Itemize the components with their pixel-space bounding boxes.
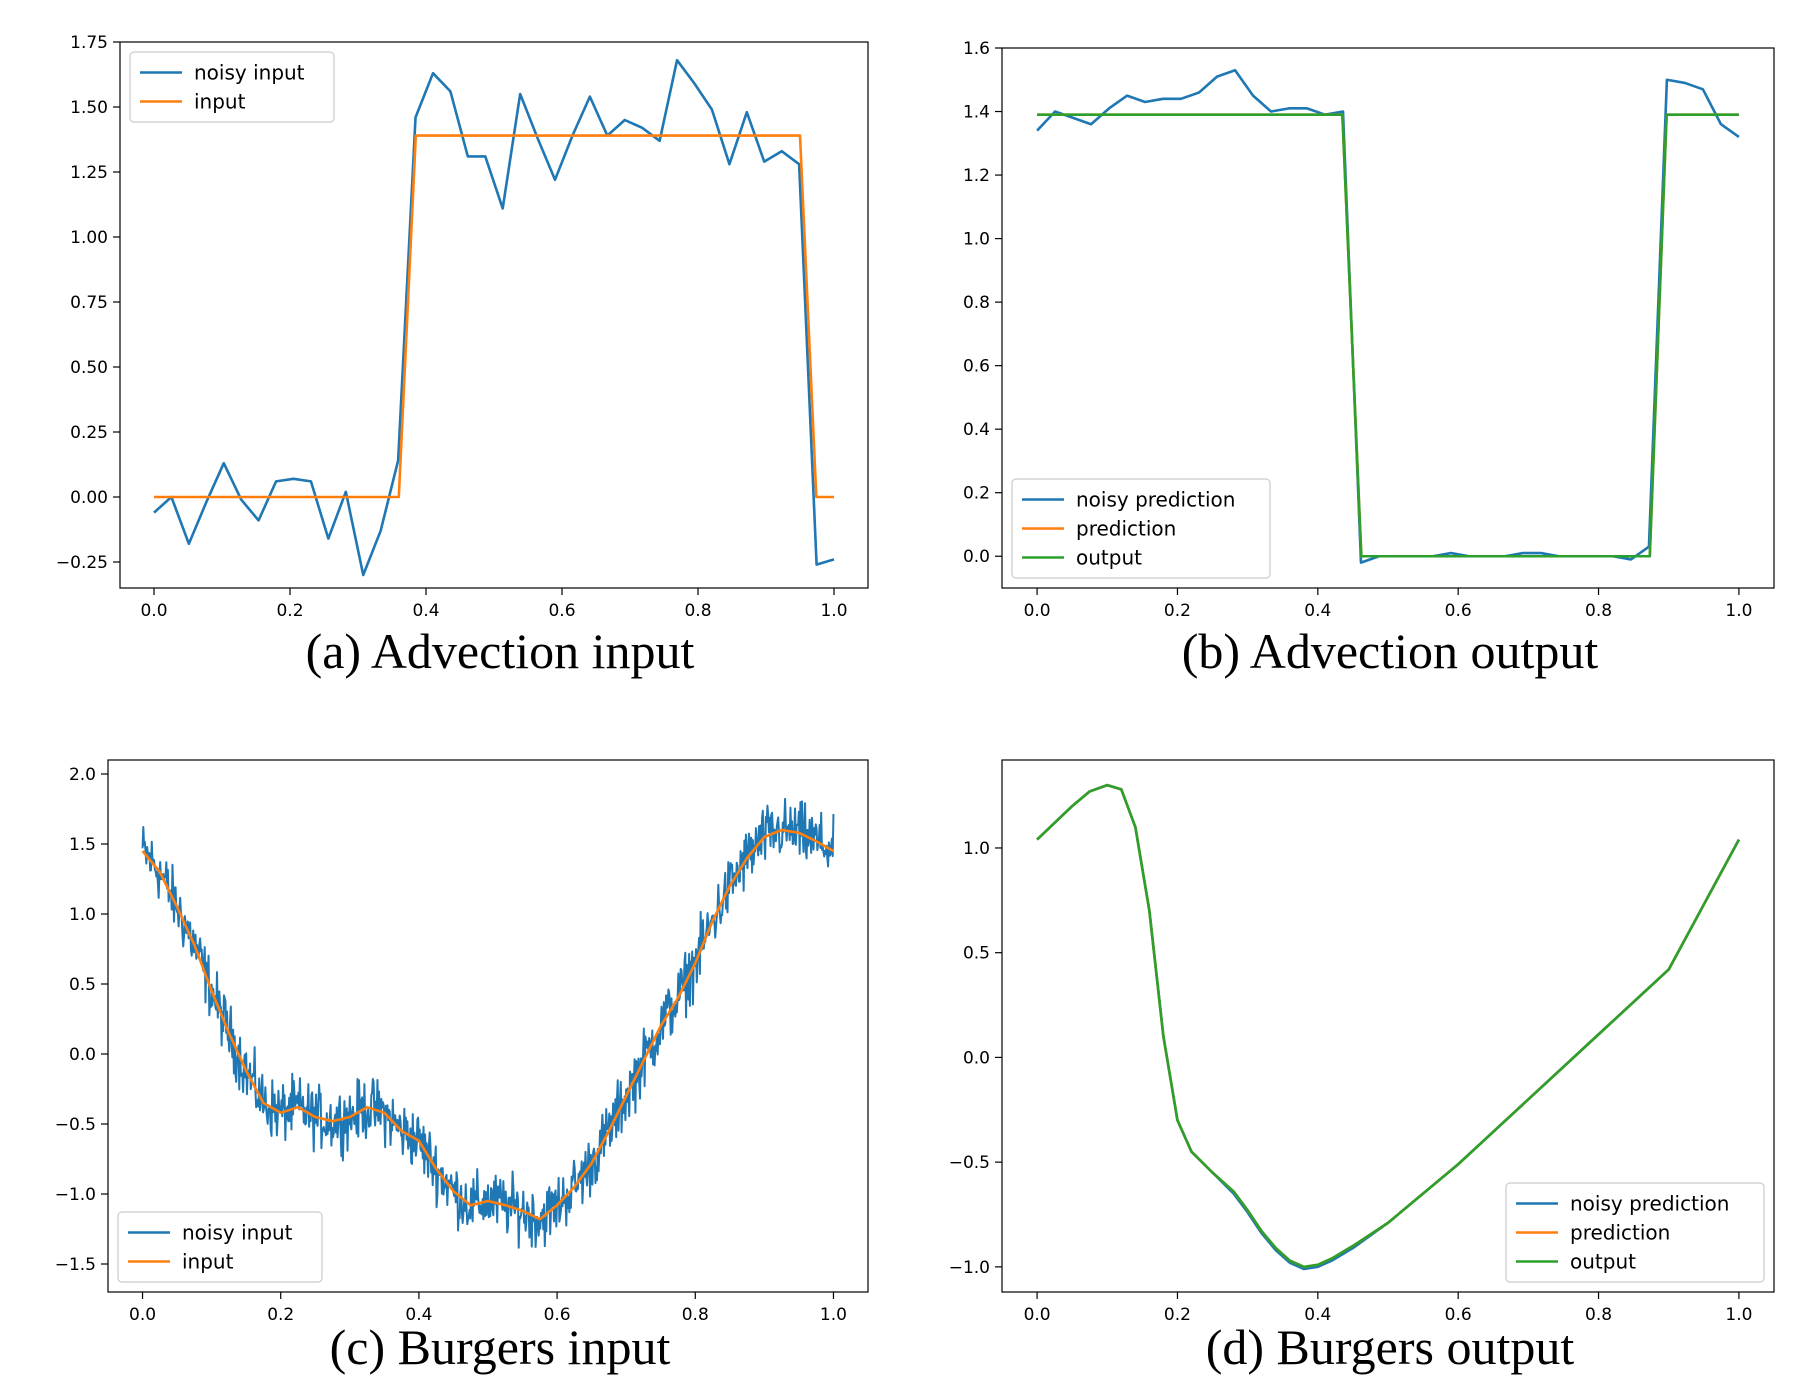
x-tick-label: 1.0: [1725, 601, 1752, 621]
legend: noisy prediction prediction output: [1505, 1182, 1765, 1283]
y-tick-label: 1.00: [70, 228, 108, 248]
x-tick-label: 0.4: [1304, 601, 1331, 621]
legend-box: [1505, 1182, 1765, 1283]
y-tick-label: 0.6: [963, 357, 990, 377]
y-tick-label: 0.75: [70, 293, 108, 313]
y-tick-label: 1.2: [963, 166, 990, 186]
x-tick-label: 0.2: [276, 601, 303, 621]
x-tick-label: 0.0: [1024, 601, 1051, 621]
y-tick-label: 0.50: [70, 358, 108, 378]
x-tick-label: 0.2: [267, 1305, 294, 1325]
caption-advection-input: (a) Advection input: [305, 623, 695, 679]
x-tick-label: 0.8: [1585, 601, 1612, 621]
legend-label: noisy prediction: [1076, 488, 1235, 512]
legend-label: noisy input: [194, 61, 305, 85]
y-tick-label: 1.0: [963, 230, 990, 250]
chart-advection-input: 0.0 0.2 0.4 0.6 0.8 1.0 −0.25 0.00 0.25 0.50 0.75 1…: [56, 33, 869, 621]
legend-label: output: [1570, 1250, 1636, 1274]
y-tick-label: 1.0: [69, 905, 96, 925]
x-tick-label: 0.8: [684, 601, 711, 621]
chart-burgers-output: 0.0 0.2 0.4 0.6 0.8 1.0 −1.0 −0.5 0.0 0.5 1.0 noisy…: [949, 759, 1775, 1325]
x-tick-label: 0.6: [1445, 601, 1472, 621]
x-tick-label: 1.0: [820, 601, 847, 621]
y-tick-label: 0.25: [70, 423, 108, 443]
y-tick-label: 0.00: [70, 488, 108, 508]
caption-burgers-input: (c) Burgers input: [329, 1319, 671, 1375]
y-tick-label: 0.2: [963, 484, 990, 504]
x-tick-label: 1.0: [820, 1305, 847, 1325]
x-tick-label: 0.6: [548, 601, 575, 621]
legend-label: noisy input: [182, 1221, 293, 1245]
x-tick-label: 0.8: [682, 1305, 709, 1325]
y-tick-label: 1.4: [963, 103, 990, 123]
legend-label: prediction: [1570, 1221, 1670, 1245]
series-line-output: [1037, 113, 1739, 558]
chart-advection-output: 0.0 0.2 0.4 0.6 0.8 1.0 0.0 0.2 0.4 0.6 0.8 1.0 1.2 1…: [963, 39, 1775, 621]
x-tick-label: 0.8: [1585, 1305, 1612, 1325]
x-tick-label: 1.0: [1725, 1305, 1752, 1325]
y-tick-label: 1.0: [963, 839, 990, 859]
y-tick-label: 1.75: [70, 33, 108, 53]
series-line-input: [141, 828, 835, 1221]
plot-frame: [107, 759, 869, 1293]
y-tick-label: 0.4: [963, 420, 990, 440]
legend-label: input: [194, 90, 246, 114]
y-tick-label: −1.0: [55, 1185, 96, 1205]
y-tick-label: −1.0: [949, 1258, 990, 1278]
legend-label: prediction: [1076, 517, 1176, 541]
legend: noisy input input: [117, 1211, 323, 1283]
legend-label: noisy prediction: [1570, 1192, 1729, 1216]
y-tick-label: −0.5: [949, 1153, 990, 1173]
legend-box: [129, 51, 335, 123]
y-tick-label: 0.0: [963, 1048, 990, 1068]
y-tick-label: 0.5: [963, 944, 990, 964]
legend-label: output: [1076, 546, 1142, 570]
x-tick-label: 0.6: [1445, 1305, 1472, 1325]
series-line-noisy-input: [141, 797, 835, 1249]
y-tick-label: 1.5: [69, 835, 96, 855]
legend: noisy input input: [129, 51, 335, 123]
caption-burgers-output: (d) Burgers output: [1205, 1319, 1575, 1375]
x-tick-label: 0.2: [1164, 1305, 1191, 1325]
y-tick-label: 2.0: [69, 765, 96, 785]
y-tick-label: −0.25: [56, 553, 108, 573]
x-tick-label: 0.0: [140, 601, 167, 621]
series-line-output: [1036, 783, 1741, 1269]
x-tick-label: 0.6: [544, 1305, 571, 1325]
x-tick-label: 0.4: [412, 601, 439, 621]
x-tick-label: 0.0: [1024, 1305, 1051, 1325]
x-tick-label: 0.0: [129, 1305, 156, 1325]
y-tick-label: 1.50: [70, 98, 108, 118]
x-tick-label: 0.4: [1304, 1305, 1331, 1325]
x-tick-label: 0.2: [1164, 601, 1191, 621]
legend-box: [117, 1211, 323, 1283]
y-tick-label: 0.5: [69, 975, 96, 995]
y-tick-label: −1.5: [55, 1255, 96, 1275]
plot-frame: [1001, 47, 1775, 589]
series-line-input: [154, 134, 834, 499]
y-tick-label: 0.0: [69, 1045, 96, 1065]
y-tick-label: 1.25: [70, 163, 108, 183]
y-tick-label: −0.5: [55, 1115, 96, 1135]
legend-box: [1011, 478, 1271, 579]
y-tick-label: 0.8: [963, 293, 990, 313]
chart-burgers-input: 0.0 0.2 0.4 0.6 0.8 1.0 −1.5 −1.0 −0.5 0.0 0.5 1.0 1…: [55, 759, 869, 1325]
x-tick-label: 0.4: [405, 1305, 432, 1325]
plot-frame: [1001, 759, 1775, 1293]
caption-advection-output: (b) Advection output: [1181, 623, 1599, 679]
legend-label: input: [182, 1250, 234, 1274]
legend: noisy prediction prediction output: [1011, 478, 1271, 579]
plot-frame: [119, 41, 869, 589]
y-tick-label: 1.6: [963, 39, 990, 59]
y-tick-label: 0.0: [963, 547, 990, 567]
